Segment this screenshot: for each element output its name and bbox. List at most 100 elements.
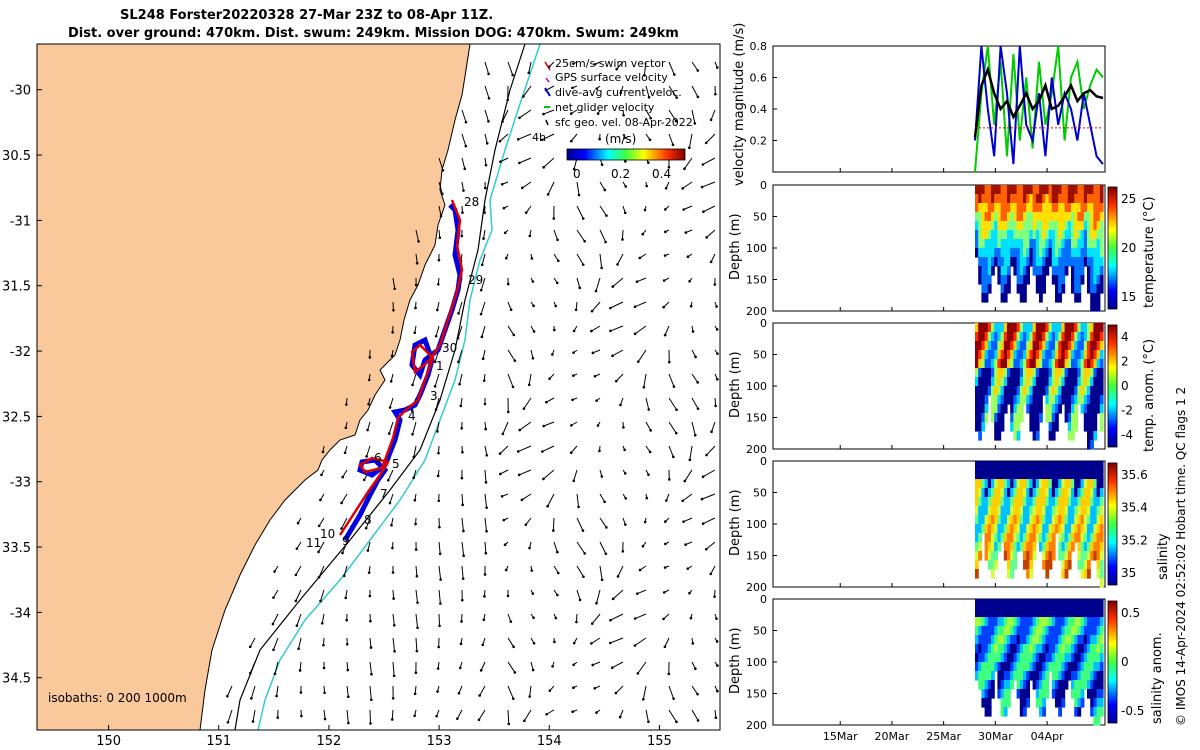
current-arrow-head [572,663,575,667]
current-arrow [645,421,652,431]
current-arrow-head [322,666,326,670]
heatmap-cell [1023,551,1027,561]
heatmap-cell [1061,185,1066,195]
current-arrow [484,541,487,554]
current-arrow-head [273,570,276,573]
heatmap-cell [1019,698,1024,708]
heatmap-cell [1039,332,1043,342]
heatmap-cell [1058,203,1062,213]
heatmap-cell [1080,323,1085,333]
heatmap-cell [1087,386,1091,396]
speed-colorbar [566,148,686,161]
heatmap-cell [1077,395,1082,405]
heatmap-cell [1099,506,1104,516]
current-arrow-head [367,571,371,574]
heatmap-cell [978,275,982,285]
heatmap-cell [1051,680,1056,690]
heatmap-cell [1090,533,1094,543]
current-arrow [518,445,532,452]
heatmap-cell [978,359,982,369]
heatmap-cell [1071,341,1075,351]
heatmap-cell [1032,266,1037,276]
heatmap-cell [1055,368,1059,378]
current-arrow-head [528,695,531,698]
heatmap-cell [1083,404,1088,414]
heatmap-cell [1013,266,1018,276]
heatmap-cell [1032,506,1037,516]
heatmap-cell [991,608,995,618]
current-arrow-head [434,334,438,338]
heatmap-cell [1077,506,1082,516]
current-arrow [668,397,678,411]
heatmap-cell [1013,359,1018,369]
heatmap-cell [1099,617,1104,627]
heatmap-cell [1032,422,1037,432]
current-arrow [528,61,532,73]
heatmap-cell [1061,194,1066,204]
heatmap-cell [1080,626,1085,636]
current-arrow [320,589,325,602]
heatmap-cell [1000,707,1005,717]
heatmap-cell [981,230,986,240]
heatmap-cell [1019,542,1024,552]
heatmap-cell [1096,221,1101,231]
heatmap-cell [1013,248,1018,258]
heatmap-cell [991,635,995,645]
heatmap-cell [1042,644,1046,654]
current-arrow [610,613,624,621]
heatmap-cell [1061,257,1066,267]
heatmap-cell [994,332,998,342]
heatmap-cell [1090,377,1094,387]
heatmap-cell [1003,395,1008,405]
heatmap-cell [981,626,986,636]
heatmap-cell [1077,248,1082,258]
heatmap-cell [1064,341,1069,351]
heatmap-cell [987,248,992,258]
heatmap-cell [1093,302,1098,312]
heatmap-cell [1019,359,1024,369]
current-arrow [226,685,233,697]
heatmap-cell [1019,266,1024,276]
heatmap-cell [975,617,979,627]
heatmap-cell [1029,404,1034,414]
heatmap-cell [1080,497,1085,507]
heatmap-cell [984,689,989,699]
current-arrow-head [502,518,506,522]
heatmap-cell [1071,689,1075,699]
heatmap-cell [978,506,982,516]
heatmap-cell [1087,626,1091,636]
heatmap-cell [1016,626,1021,636]
heatmap-cell [997,479,1002,489]
current-arrow-head [572,479,576,483]
heatmap-cell [1067,635,1072,645]
heatmap-cell [1087,533,1091,543]
heatmap-cell [997,404,1002,414]
heatmap-cell [984,332,989,342]
heatmap-cell [1032,524,1037,534]
heatmap-cell [1061,230,1066,240]
heatmap-cell [994,533,998,543]
heatmap-cell [984,284,989,294]
heatmap-cell [1096,644,1101,654]
heatmap-cell [1099,221,1104,231]
heatmap-cell [1061,488,1066,498]
heatmap-cell [1087,230,1091,240]
current-arrow-head [552,328,556,332]
heatmap-cell [1064,635,1069,645]
current-arrow-head [557,571,560,575]
current-arrow-head [498,452,502,455]
heatmap-cell [1067,533,1072,543]
heatmap-cell [987,323,992,333]
heatmap-cell [1090,332,1094,342]
current-arrow-head [272,648,275,652]
current-arrow [436,301,440,311]
heatmap-cell [1087,248,1091,258]
heatmap-cell [1058,212,1062,222]
lon-tick-label: 155 [647,734,672,749]
heatmap-cell [1045,515,1050,525]
heatmap-cell [1061,671,1066,681]
heatmap-cell [1061,617,1066,627]
current-arrow-head [483,573,487,576]
current-arrow-head [413,692,417,696]
heatmap-cell [1000,332,1005,342]
